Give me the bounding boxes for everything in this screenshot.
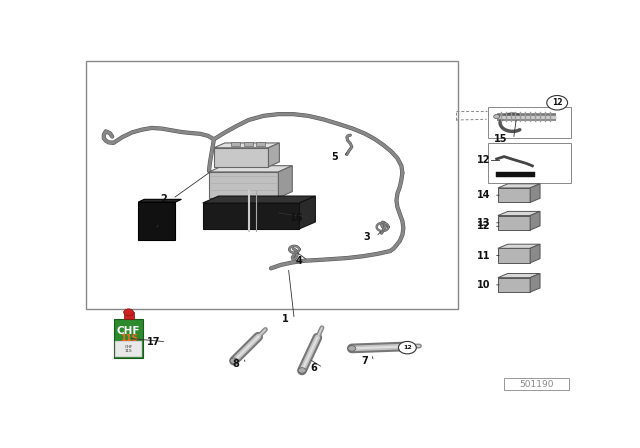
Polygon shape	[209, 172, 278, 198]
Polygon shape	[269, 143, 280, 167]
Text: 9: 9	[143, 225, 150, 235]
Polygon shape	[138, 199, 181, 202]
Text: 16: 16	[290, 213, 303, 223]
Text: CHF
11S: CHF 11S	[125, 345, 132, 353]
Bar	[86, 60, 458, 309]
Text: 6: 6	[310, 363, 317, 373]
Polygon shape	[530, 273, 540, 292]
Bar	[124, 312, 134, 319]
Text: 12: 12	[477, 155, 491, 165]
Text: 12: 12	[477, 221, 491, 231]
Bar	[488, 143, 571, 183]
Text: 2: 2	[160, 194, 167, 204]
Bar	[231, 142, 240, 146]
Polygon shape	[498, 248, 530, 263]
Text: 7: 7	[361, 357, 367, 366]
Polygon shape	[498, 215, 530, 230]
Bar	[114, 319, 143, 358]
Text: 501190: 501190	[519, 379, 554, 388]
Bar	[504, 378, 568, 390]
Polygon shape	[138, 202, 175, 240]
Circle shape	[547, 95, 568, 110]
Polygon shape	[214, 148, 269, 167]
Polygon shape	[203, 196, 316, 203]
Polygon shape	[214, 143, 280, 148]
Text: 12: 12	[403, 345, 412, 350]
Text: 11S: 11S	[120, 334, 138, 343]
Text: 14: 14	[477, 190, 491, 200]
Text: 12: 12	[552, 98, 563, 107]
Text: CHF: CHF	[117, 327, 140, 336]
Polygon shape	[498, 184, 540, 188]
Polygon shape	[498, 188, 530, 202]
Circle shape	[493, 115, 500, 119]
Text: 10: 10	[477, 280, 491, 290]
Polygon shape	[498, 244, 540, 248]
Bar	[256, 142, 265, 146]
Text: 8: 8	[233, 359, 240, 369]
Text: 13: 13	[477, 218, 491, 228]
Polygon shape	[498, 278, 530, 292]
Text: 3: 3	[364, 232, 370, 241]
Polygon shape	[530, 244, 540, 263]
Bar	[244, 142, 253, 146]
Polygon shape	[203, 203, 300, 229]
Text: 1: 1	[282, 314, 288, 324]
Text: 15: 15	[494, 134, 508, 144]
Polygon shape	[530, 211, 540, 230]
Text: 17: 17	[147, 337, 161, 347]
Text: 4: 4	[296, 256, 302, 266]
Polygon shape	[278, 166, 292, 198]
Circle shape	[124, 309, 134, 316]
Text: 5: 5	[331, 152, 338, 162]
Circle shape	[298, 368, 306, 373]
Circle shape	[348, 346, 356, 351]
Bar	[115, 341, 142, 357]
Bar	[495, 172, 535, 177]
Polygon shape	[498, 273, 540, 278]
Text: 11: 11	[477, 250, 491, 261]
Bar	[488, 107, 571, 138]
Polygon shape	[530, 184, 540, 202]
Polygon shape	[498, 211, 540, 215]
Polygon shape	[300, 196, 316, 229]
Circle shape	[399, 341, 416, 354]
Circle shape	[230, 358, 238, 363]
Polygon shape	[209, 166, 292, 172]
